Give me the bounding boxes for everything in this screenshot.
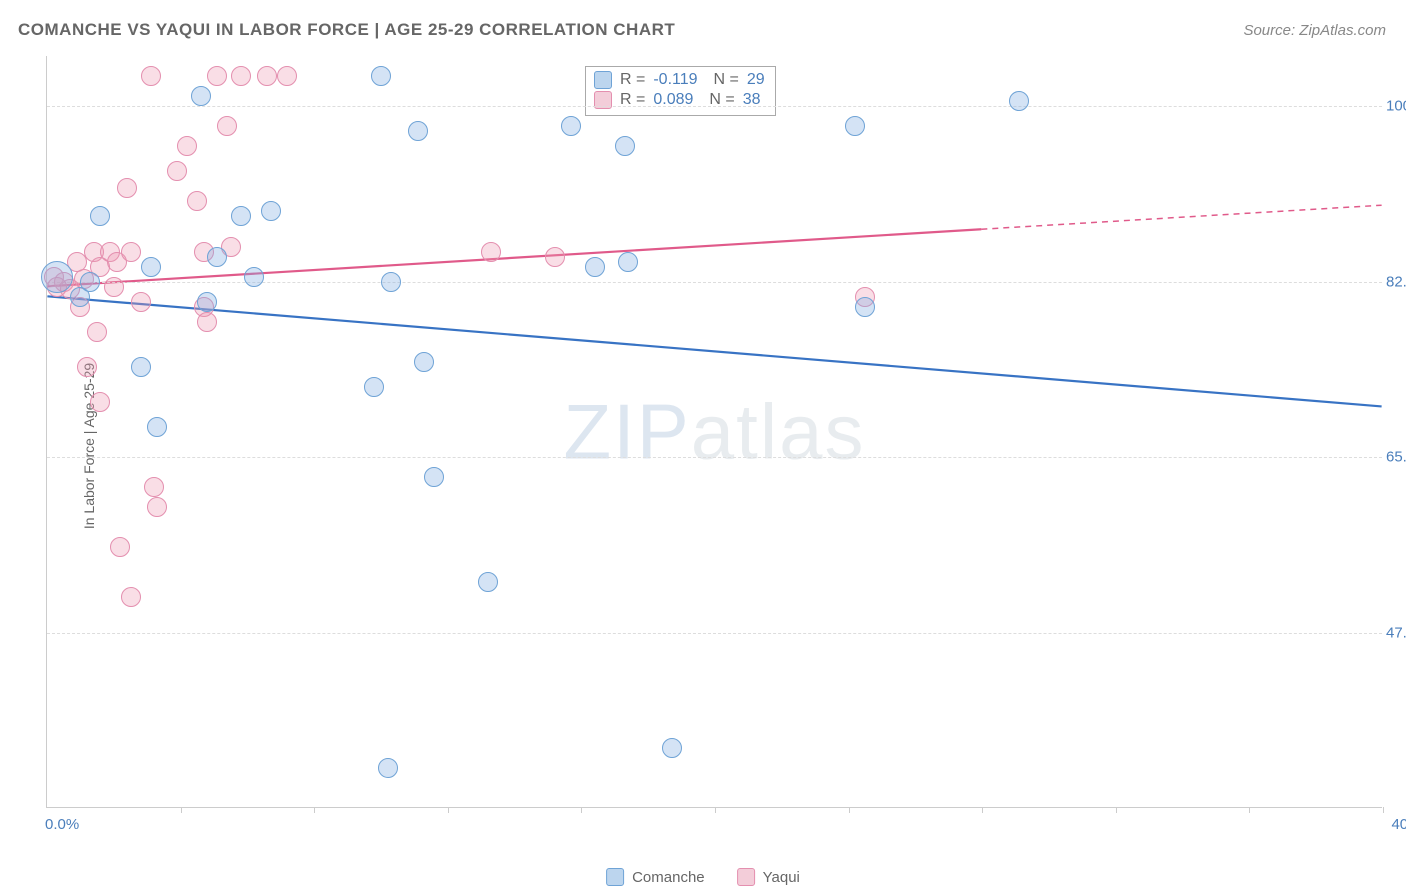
chart-source: Source: ZipAtlas.com [1243,22,1386,39]
regression-stats-box: R = -0.119 N = 29 R = 0.089 N = 38 [585,66,776,116]
x-tick [314,807,315,813]
plot-area: ZIPatlas R = -0.119 N = 29 R = 0.089 N =… [46,56,1382,808]
scatter-point-yaqui [117,178,137,198]
x-tick [581,807,582,813]
scatter-point-yaqui [167,161,187,181]
scatter-point-comanche [414,352,434,372]
scatter-point-yaqui [121,242,141,262]
y-tick-label: 47.5% [1386,624,1406,641]
scatter-point-yaqui [545,247,565,267]
x-tick [448,807,449,813]
scatter-point-yaqui [141,66,161,86]
x-tick [982,807,983,813]
scatter-point-comanche [147,417,167,437]
scatter-point-yaqui [177,136,197,156]
scatter-point-comanche [197,292,217,312]
watermark: ZIPatlas [563,386,865,477]
r-value: -0.119 [653,71,697,89]
scatter-point-yaqui [110,537,130,557]
watermark-atlas: atlas [691,387,866,475]
x-tick-label-left: 0.0% [45,816,79,833]
scatter-point-yaqui [217,116,237,136]
x-tick [715,807,716,813]
legend-label: Yaqui [763,869,800,886]
scatter-point-comanche [141,257,161,277]
legend-item-yaqui: Yaqui [737,868,800,886]
regression-row-comanche: R = -0.119 N = 29 [594,71,765,89]
x-tick [1116,807,1117,813]
scatter-point-comanche [41,261,73,293]
scatter-point-yaqui [131,292,151,312]
scatter-point-comanche [424,467,444,487]
scatter-point-comanche [618,252,638,272]
n-value: 29 [747,71,765,89]
x-tick [1383,807,1384,813]
scatter-point-comanche [80,272,100,292]
scatter-point-comanche [244,267,264,287]
scatter-point-yaqui [481,242,501,262]
scatter-point-yaqui [144,477,164,497]
x-tick [849,807,850,813]
watermark-zip: ZIP [563,387,690,475]
x-tick [1249,807,1250,813]
chart-container: COMANCHE VS YAQUI IN LABOR FORCE | AGE 2… [0,0,1406,892]
y-tick-label: 100.0% [1386,98,1406,115]
scatter-point-comanche [231,206,251,226]
scatter-point-yaqui [257,66,277,86]
trend-lines-svg [47,56,1382,807]
x-tick [181,807,182,813]
y-tick-label: 65.0% [1386,449,1406,466]
scatter-point-comanche [90,206,110,226]
scatter-point-comanche [381,272,401,292]
regression-swatch-comanche [594,71,612,89]
scatter-point-comanche [845,116,865,136]
scatter-point-yaqui [90,392,110,412]
n-label: N = [714,71,739,89]
legend-label: Comanche [632,869,705,886]
scatter-point-comanche [261,201,281,221]
scatter-point-comanche [561,116,581,136]
legend: Comanche Yaqui [606,868,800,886]
legend-swatch-comanche [606,868,624,886]
legend-item-comanche: Comanche [606,868,705,886]
scatter-point-yaqui [231,66,251,86]
scatter-point-comanche [1009,91,1029,111]
scatter-point-comanche [662,738,682,758]
legend-swatch-yaqui [737,868,755,886]
scatter-point-yaqui [197,312,217,332]
scatter-point-comanche [207,247,227,267]
scatter-point-yaqui [77,357,97,377]
y-tick-label: 82.5% [1386,273,1406,290]
scatter-point-comanche [191,86,211,106]
chart-title: COMANCHE VS YAQUI IN LABOR FORCE | AGE 2… [18,20,675,40]
scatter-point-comanche [131,357,151,377]
scatter-point-comanche [378,758,398,778]
gridline-h [47,457,1382,458]
scatter-point-comanche [478,572,498,592]
scatter-point-yaqui [187,191,207,211]
scatter-point-yaqui [207,66,227,86]
scatter-point-yaqui [121,587,141,607]
r-label: R = [620,71,645,89]
x-tick-label-right: 40.0% [1391,816,1406,833]
gridline-h [47,106,1382,107]
scatter-point-comanche [364,377,384,397]
gridline-h [47,633,1382,634]
scatter-point-yaqui [104,277,124,297]
scatter-point-comanche [855,297,875,317]
scatter-point-comanche [585,257,605,277]
scatter-point-comanche [408,121,428,141]
scatter-point-yaqui [87,322,107,342]
scatter-point-yaqui [277,66,297,86]
scatter-point-yaqui [147,497,167,517]
scatter-point-comanche [615,136,635,156]
scatter-point-comanche [371,66,391,86]
